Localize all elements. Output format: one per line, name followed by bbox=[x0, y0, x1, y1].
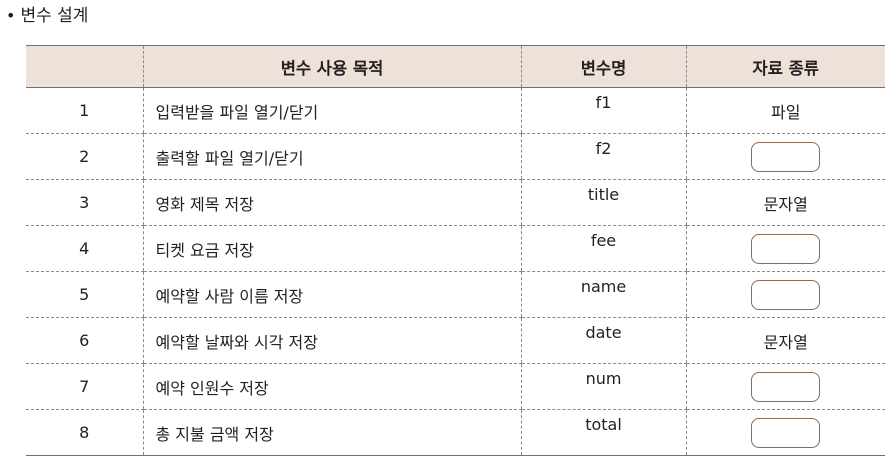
row-variable-name: fee bbox=[520, 225, 686, 272]
row-number: 2 bbox=[26, 133, 143, 180]
table-row: 3 영화 제목 저장 title 문자열 bbox=[26, 179, 885, 226]
row-number: 3 bbox=[26, 179, 143, 226]
table-row: 2 출력할 파일 열기/닫기 f2 bbox=[26, 133, 885, 180]
row-data-type: 파일 bbox=[685, 87, 885, 134]
header-number bbox=[26, 45, 143, 88]
row-data-type-cell bbox=[685, 363, 885, 410]
row-variable-name: title bbox=[520, 179, 686, 226]
section-title: • 변수 설계 bbox=[6, 4, 88, 28]
bullet-icon: • bbox=[6, 6, 16, 25]
row-data-type-cell bbox=[685, 133, 885, 180]
answer-blank-box[interactable] bbox=[751, 417, 821, 448]
row-data-type-cell bbox=[685, 225, 885, 272]
row-purpose: 출력할 파일 열기/닫기 bbox=[142, 133, 521, 180]
variable-design-table: 변수 사용 목적 변수명 자료 종류 1 입력받을 파일 열기/닫기 f1 파일… bbox=[26, 45, 885, 456]
row-variable-name: total bbox=[520, 409, 686, 456]
row-variable-name: name bbox=[520, 271, 686, 318]
row-number: 8 bbox=[26, 409, 143, 456]
section-title-text: 변수 설계 bbox=[20, 6, 89, 26]
row-purpose: 티켓 요금 저장 bbox=[142, 225, 521, 272]
answer-blank-box[interactable] bbox=[751, 371, 821, 402]
header-variable-name: 변수명 bbox=[520, 45, 686, 88]
table-row: 4 티켓 요금 저장 fee bbox=[26, 225, 885, 272]
row-purpose: 예약할 날짜와 시각 저장 bbox=[142, 317, 521, 364]
row-number: 7 bbox=[26, 363, 143, 410]
row-variable-name: date bbox=[520, 317, 686, 364]
row-purpose: 총 지불 금액 저장 bbox=[142, 409, 521, 456]
row-variable-name: f2 bbox=[520, 133, 686, 180]
table-header-row: 변수 사용 목적 변수명 자료 종류 bbox=[26, 45, 885, 88]
header-purpose: 변수 사용 목적 bbox=[142, 45, 521, 88]
row-purpose: 예약 인원수 저장 bbox=[142, 363, 521, 410]
answer-blank-box[interactable] bbox=[751, 279, 821, 310]
row-variable-name: num bbox=[520, 363, 686, 410]
row-number: 6 bbox=[26, 317, 143, 364]
answer-blank-box[interactable] bbox=[751, 141, 821, 172]
table-row: 5 예약할 사람 이름 저장 name bbox=[26, 271, 885, 318]
row-data-type: 문자열 bbox=[685, 317, 885, 364]
answer-blank-box[interactable] bbox=[751, 233, 821, 264]
table-row: 6 예약할 날짜와 시각 저장 date 문자열 bbox=[26, 317, 885, 364]
row-purpose: 예약할 사람 이름 저장 bbox=[142, 271, 521, 318]
table-row: 1 입력받을 파일 열기/닫기 f1 파일 bbox=[26, 87, 885, 134]
table-row: 8 총 지불 금액 저장 total bbox=[26, 409, 885, 456]
row-data-type-cell bbox=[685, 271, 885, 318]
row-data-type: 문자열 bbox=[685, 179, 885, 226]
row-purpose: 영화 제목 저장 bbox=[142, 179, 521, 226]
header-data-type: 자료 종류 bbox=[685, 45, 885, 88]
table-row: 7 예약 인원수 저장 num bbox=[26, 363, 885, 410]
row-variable-name: f1 bbox=[520, 87, 686, 134]
row-number: 1 bbox=[26, 87, 143, 134]
row-number: 5 bbox=[26, 271, 143, 318]
row-number: 4 bbox=[26, 225, 143, 272]
row-purpose: 입력받을 파일 열기/닫기 bbox=[142, 87, 521, 134]
row-data-type-cell bbox=[685, 409, 885, 456]
